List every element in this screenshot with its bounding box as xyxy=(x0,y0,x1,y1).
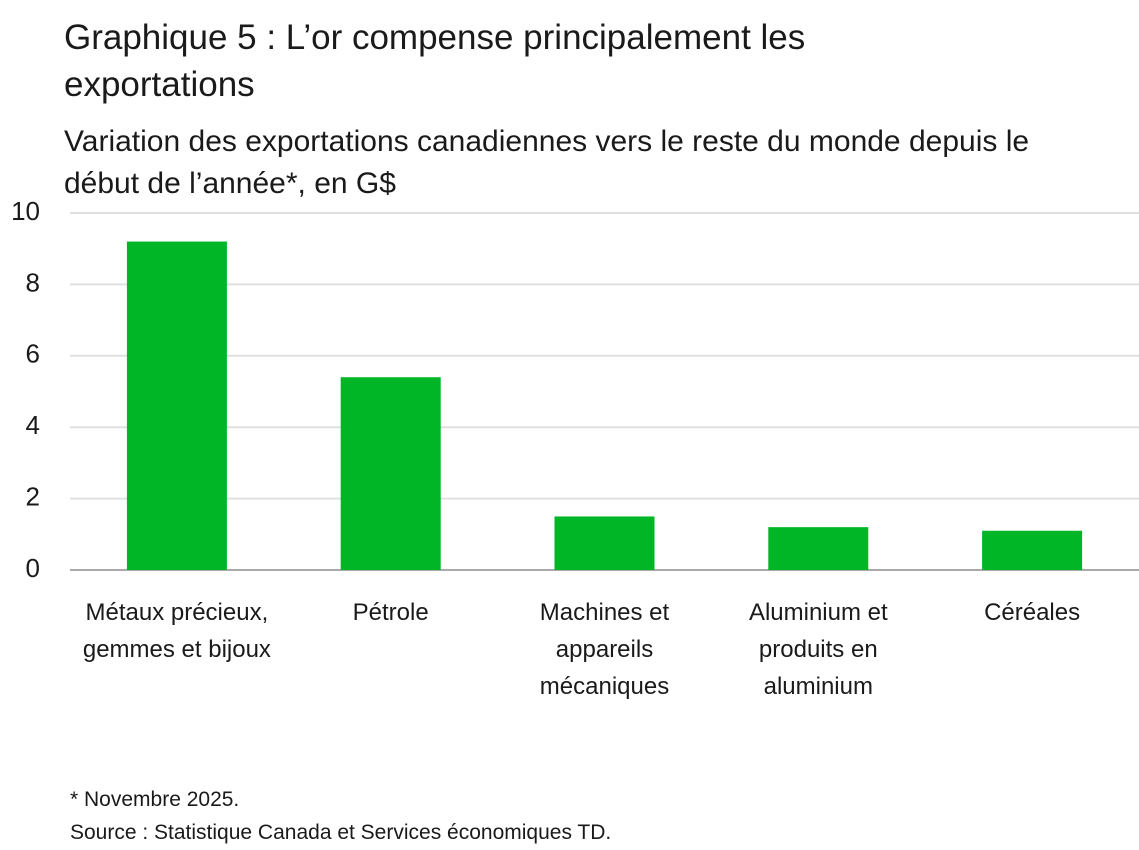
bar xyxy=(126,241,227,570)
y-tick-label: 10 xyxy=(11,196,40,226)
bar xyxy=(554,516,655,570)
x-tick-label: Métaux précieux, gemmes et bijoux xyxy=(82,599,271,663)
source: Source : Statistique Canada et Services … xyxy=(70,821,612,844)
x-tick-label: Céréales xyxy=(984,599,1081,626)
chart-title: Graphique 5 : L’or compense principaleme… xyxy=(64,18,806,104)
chart-subtitle: Variation des exportations canadiennes v… xyxy=(64,125,1030,200)
footnote: * Novembre 2025. xyxy=(70,788,240,811)
y-tick-label: 8 xyxy=(26,267,40,297)
bar xyxy=(982,530,1083,570)
x-tick-label: Aluminium et produits en aluminium xyxy=(748,599,888,700)
y-tick-label: 6 xyxy=(26,339,40,369)
y-tick-label: 4 xyxy=(26,410,40,440)
x-tick-label: Pétrole xyxy=(352,599,429,626)
y-tick-label: 2 xyxy=(26,481,40,511)
bar xyxy=(340,377,441,570)
bar xyxy=(768,527,869,570)
x-tick-label: Machines et appareils mécaniques xyxy=(539,599,670,700)
y-tick-label: 0 xyxy=(26,553,40,583)
